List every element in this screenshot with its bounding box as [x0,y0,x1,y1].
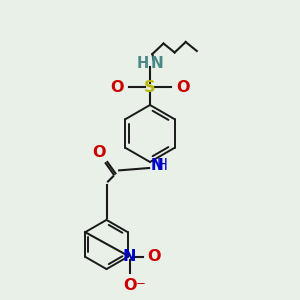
Text: N: N [151,158,164,173]
Text: S: S [144,80,156,94]
Text: H: H [157,158,167,173]
Text: O: O [92,145,106,160]
Text: O: O [123,278,136,293]
Text: −: − [136,278,146,290]
Text: N: N [151,56,164,70]
Text: O: O [110,80,123,94]
Text: O: O [177,80,190,94]
Text: N: N [123,249,136,264]
Text: O: O [148,249,161,264]
Text: H: H [136,56,148,70]
